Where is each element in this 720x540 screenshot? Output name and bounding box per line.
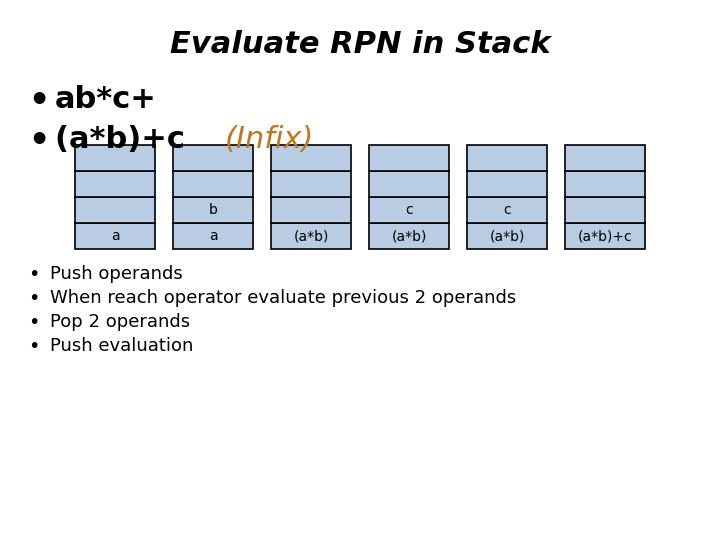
- Text: (a*b)+c: (a*b)+c: [55, 125, 196, 154]
- FancyBboxPatch shape: [565, 223, 645, 249]
- FancyBboxPatch shape: [467, 171, 547, 197]
- FancyBboxPatch shape: [467, 223, 547, 249]
- Text: (a*b): (a*b): [293, 229, 329, 243]
- Text: (a*b)+c: (a*b)+c: [577, 229, 632, 243]
- FancyBboxPatch shape: [369, 197, 449, 223]
- Text: (Infix): (Infix): [225, 125, 315, 154]
- Text: Push evaluation: Push evaluation: [50, 337, 194, 355]
- FancyBboxPatch shape: [173, 145, 253, 171]
- Text: c: c: [405, 203, 413, 217]
- Text: •: •: [28, 265, 40, 284]
- FancyBboxPatch shape: [75, 197, 155, 223]
- FancyBboxPatch shape: [369, 171, 449, 197]
- FancyBboxPatch shape: [173, 197, 253, 223]
- Text: b: b: [209, 203, 217, 217]
- FancyBboxPatch shape: [75, 171, 155, 197]
- Text: •: •: [28, 337, 40, 356]
- FancyBboxPatch shape: [75, 223, 155, 249]
- Text: ab*c+: ab*c+: [55, 85, 157, 114]
- FancyBboxPatch shape: [369, 223, 449, 249]
- FancyBboxPatch shape: [271, 145, 351, 171]
- Text: Pop 2 operands: Pop 2 operands: [50, 313, 190, 331]
- Text: a: a: [111, 229, 120, 243]
- Text: •: •: [28, 125, 49, 158]
- Text: •: •: [28, 85, 49, 118]
- Text: (a*b): (a*b): [490, 229, 525, 243]
- FancyBboxPatch shape: [173, 171, 253, 197]
- FancyBboxPatch shape: [369, 145, 449, 171]
- Text: Evaluate RPN in Stack: Evaluate RPN in Stack: [170, 30, 550, 59]
- FancyBboxPatch shape: [271, 171, 351, 197]
- FancyBboxPatch shape: [565, 171, 645, 197]
- FancyBboxPatch shape: [467, 145, 547, 171]
- Text: a: a: [209, 229, 217, 243]
- FancyBboxPatch shape: [565, 145, 645, 171]
- FancyBboxPatch shape: [467, 197, 547, 223]
- FancyBboxPatch shape: [173, 223, 253, 249]
- FancyBboxPatch shape: [565, 197, 645, 223]
- Text: When reach operator evaluate previous 2 operands: When reach operator evaluate previous 2 …: [50, 289, 516, 307]
- FancyBboxPatch shape: [75, 145, 155, 171]
- Text: •: •: [28, 289, 40, 308]
- Text: (a*b): (a*b): [391, 229, 427, 243]
- Text: Push operands: Push operands: [50, 265, 183, 283]
- Text: •: •: [28, 313, 40, 332]
- FancyBboxPatch shape: [271, 197, 351, 223]
- FancyBboxPatch shape: [271, 223, 351, 249]
- Text: c: c: [503, 203, 510, 217]
